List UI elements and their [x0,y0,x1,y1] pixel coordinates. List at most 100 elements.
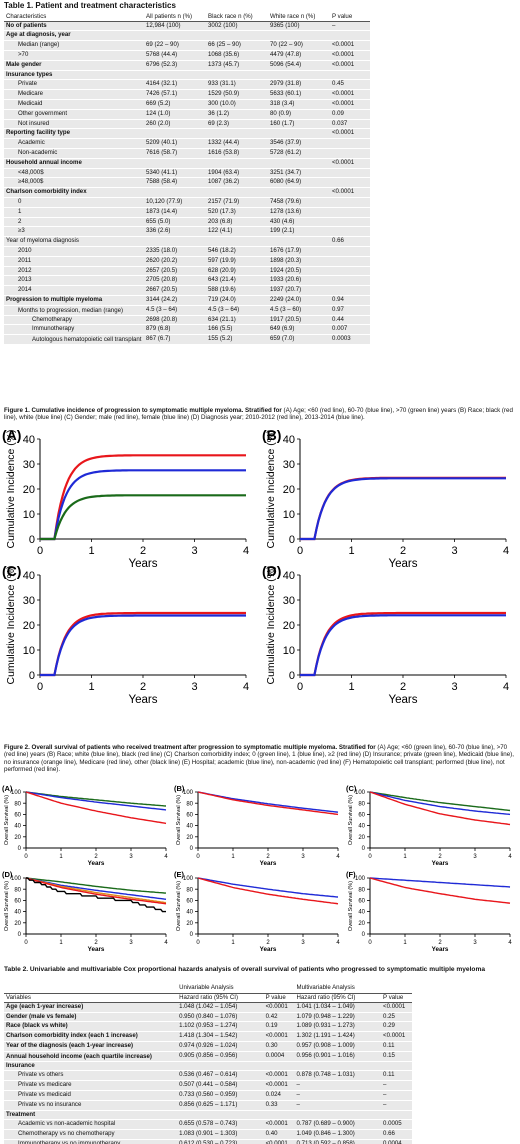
y-tick-label: 80 [14,887,21,893]
table1-row-label: Academic [4,138,144,149]
series-line-blue [300,477,506,541]
figure2-panel-label: (D) [2,870,13,879]
table1-cell: 655 (5.0) [144,217,206,228]
y-tick-label: 100 [355,790,366,796]
table1-cell: 0.007 [330,324,370,336]
table1-header-4: P value [330,12,370,22]
x-tick-label: 1 [59,940,63,946]
table1-row-label: 1 [4,207,144,218]
table1-row: Other government 124 (1.0) 36 (1.2) 80 (0.9… [4,109,370,120]
table2-cell: 0.787 (0.689 – 0.900) [294,1119,382,1131]
table1-row: Immunotherapy 879 (6.8) 166 (5.5) 649 (6.9)… [4,324,370,336]
x-tick-label: 3 [191,545,197,557]
y-tick-label: 40 [14,824,21,830]
table1-row-label: ≥48,000$ [4,177,144,189]
table1-cell [330,148,370,159]
x-tick-label: 4 [503,681,509,693]
table1-cell [330,266,370,277]
table1-row-label: 0 [4,197,144,208]
y-tick-label: 10 [23,509,35,521]
series-line-red [40,611,246,677]
table1-cell: 260 (2.0) [144,119,206,130]
table1-cell: <0.0001 [330,89,370,100]
table1-cell: 2705 (20.8) [144,275,206,287]
table1-cell: 336 (2.6) [144,226,206,238]
table1-row: Progression to multiple myeloma 3144 (24.… [4,295,370,306]
figure1-caption-title: Figure 1. Cumulative incidence of progre… [4,407,282,414]
table2-row: Insurance [4,1061,412,1072]
table1-cell [330,138,370,149]
x-tick-label: 1 [231,940,235,946]
table2-cell: <0.0001 [263,1002,295,1013]
y-tick-label: 100 [355,876,366,882]
series-line-blue [40,614,246,677]
y-tick-label: 60 [14,813,21,819]
x-tick-label: 0 [297,681,303,693]
table1-cell: 10,120 (77.9) [144,197,206,208]
figure2-panel-e: (E) 0 20 40 60 80 100 0 1 2 3 4 Years Overall Surviva… [174,870,340,953]
table1-cell: 1087 (36.2) [206,177,268,189]
table1-cell [330,217,370,228]
x-tick-label: 4 [243,545,249,557]
table1-cell: 719 (24.0) [206,295,268,306]
table1-cell: 669 (5.2) [144,99,206,110]
table2-cell: <0.0001 [263,1139,295,1144]
x-tick-label: 2 [266,854,270,860]
y-tick-label: 20 [358,835,365,841]
table1-row: Non-academic 7616 (58.7) 1616 (53.8) 5728 (… [4,148,370,159]
table1-cell: 634 (21.1) [206,315,268,326]
series-line-red [25,791,167,825]
figure1-panel-label: (B) [262,427,281,443]
x-axis-label: Years [128,558,157,570]
table2-row: Race (black vs white) 1.102 (0.953 – 1.27… [4,1021,412,1033]
figure1-panel-c: (C) 0 10 20 30 40 0 1 2 3 4 Years Cumulative Inciden… [2,563,249,706]
table1-cell [330,70,370,81]
x-axis-label: Years [88,860,105,867]
y-tick-label: 80 [358,801,365,807]
x-tick-label: 4 [503,545,509,557]
table1-cell [206,236,268,247]
table2-row: Treatment [4,1110,412,1121]
table2-header-1: Hazard ratio (95% CI) [177,993,264,1003]
table1-cell: <0.0001 [330,158,370,169]
table1-cell [144,236,206,247]
series-line-green [40,494,246,541]
series-line-red [197,877,339,905]
y-tick-label: 40 [283,570,295,582]
table2-cell: <0.0001 [263,1031,295,1043]
table1-cell: <0.0001 [330,50,370,61]
table2-cell: 1.418 (1.304 – 1.542) [177,1031,264,1043]
table1-cell: 1373 (45.7) [206,60,268,71]
table1-row-label: No of patients [4,21,144,32]
y-tick-label: 80 [186,887,193,893]
table2-cell: 0.66 [381,1129,412,1141]
table1-header-0: Characteristics [4,12,144,22]
table2-row: Gender (male vs female) 0.950 (0.840 – 1.… [4,1012,412,1023]
table2-cell [177,1061,264,1072]
series-line-red [25,877,167,905]
table1-cell: 199 (2.1) [268,226,330,238]
x-tick-label: 0 [196,854,200,860]
table1-cell [330,197,370,208]
series-line-red [300,611,506,677]
table1-cell: 0.037 [330,119,370,130]
table2-header-4: P value [381,993,412,1003]
table1-cell: 933 (31.1) [206,79,268,91]
table1-row: 2013 2705 (20.8) 643 (21.4) 1933 (20.6) [4,275,370,287]
table1-row: 0 10,120 (77.9) 2157 (71.9) 7458 (79.6) [4,197,370,208]
table1-cell [144,30,206,42]
table1-row: 2011 2620 (20.2) 597 (19.9) 1898 (20.3) [4,256,370,267]
table1-cell: 1529 (50.9) [206,89,268,100]
table2-cell: 0.25 [381,1012,412,1023]
table2-cell: 0.655 (0.578 – 0.743) [177,1119,264,1131]
table1-cell: 4.5 (3 – 60) [268,305,330,316]
table1-cell: 122 (4.1) [206,226,268,238]
table2-cell: 1.041 (1.034 – 1.049) [294,1002,382,1013]
x-tick-label: 2 [140,545,146,557]
y-tick-label: 0 [29,534,35,546]
y-tick-label: 60 [358,813,365,819]
series-line-blue [25,791,167,811]
table2-cell [381,1061,412,1072]
table1-row-label: 2011 [4,256,144,267]
table1-cell: 520 (17.3) [206,207,268,218]
